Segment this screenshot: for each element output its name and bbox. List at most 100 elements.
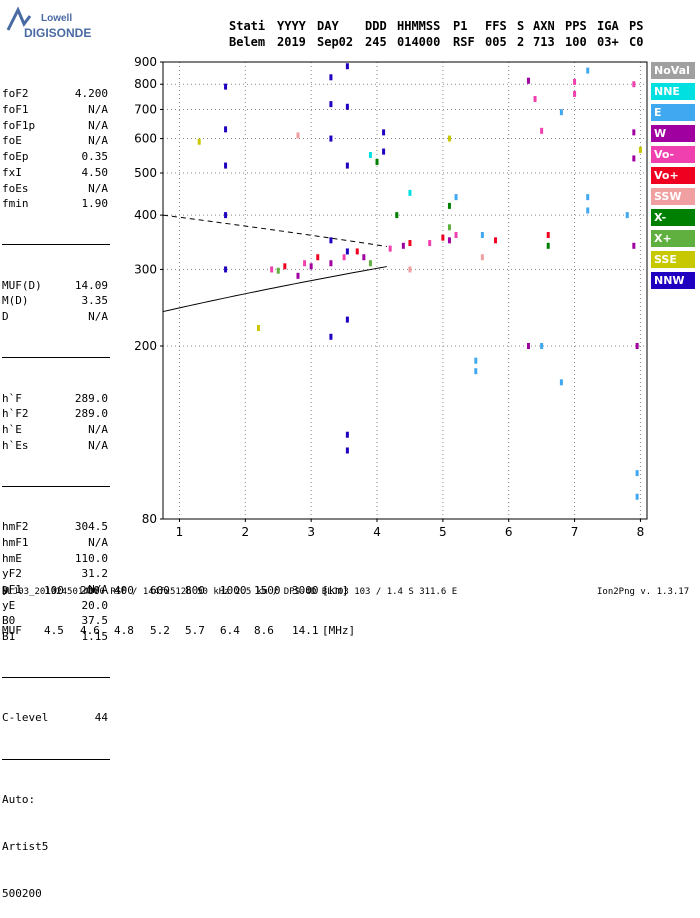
param-value: 1.90 xyxy=(81,197,109,211)
legend-item: W xyxy=(651,125,695,142)
header-value: 2019 xyxy=(277,35,306,49)
header-value: 2 xyxy=(517,35,525,49)
trace-point-e xyxy=(474,368,478,375)
trace-point-x- xyxy=(395,212,399,219)
table-cell: [km] xyxy=(322,584,349,597)
param-row: h`E N/A xyxy=(2,422,108,438)
param-name: hmF2 xyxy=(2,520,29,534)
param-row: foEp 0.35 xyxy=(2,149,108,165)
trace-point-e xyxy=(559,379,563,386)
param-row: MUF(D) 14.09 xyxy=(2,278,108,294)
param-row: foF1 N/A xyxy=(2,102,108,118)
logo-brand: Lowell xyxy=(41,13,73,24)
param-value: N/A xyxy=(88,134,108,148)
trace-point-vo- xyxy=(388,245,392,252)
auto-version: 500200 xyxy=(2,887,42,901)
table-cell: [MHz] xyxy=(322,624,356,637)
param-name: hmE xyxy=(2,551,22,565)
divider xyxy=(2,244,110,246)
trace-point-nnw xyxy=(345,63,349,70)
row-label: D xyxy=(2,584,9,597)
y-tick-label: 300 xyxy=(134,262,157,276)
table-cell: 4.8 xyxy=(114,624,134,637)
param-value: 14.09 xyxy=(74,278,108,292)
program-version: Ion2Png v. 1.3.17 xyxy=(597,587,690,597)
trace-point-sse xyxy=(197,138,201,145)
param-name: fmin xyxy=(2,197,29,211)
trace-point-e xyxy=(454,194,458,201)
param-name: h`E xyxy=(2,422,22,436)
y-tick-label: 900 xyxy=(134,55,157,69)
param-value: 3.35 xyxy=(81,294,109,308)
header-label: Stati xyxy=(229,19,266,33)
trace-point-x- xyxy=(447,202,451,209)
param-value: N/A xyxy=(88,103,108,117)
trace-point-w xyxy=(632,242,636,249)
header-label: P1 xyxy=(453,19,468,33)
trace-point-vo+ xyxy=(441,234,445,241)
param-value: 0.35 xyxy=(81,150,109,164)
table-cell: 4.5 xyxy=(44,624,64,637)
param-value: 4.200 xyxy=(74,87,108,101)
param-value: N/A xyxy=(88,438,108,452)
x-tick-label: 1 xyxy=(176,525,184,539)
header-value: Belem xyxy=(229,35,266,49)
trace-point-w xyxy=(296,272,300,279)
x-tick-label: 7 xyxy=(571,525,579,539)
table-cell: 5.7 xyxy=(185,624,205,637)
param-name: M(D) xyxy=(2,294,29,308)
trace-point-nnw xyxy=(329,237,333,244)
divider xyxy=(2,677,110,679)
trace-point-w xyxy=(632,155,636,162)
trace-point-nnw xyxy=(224,266,228,273)
trace-point-e xyxy=(635,493,639,500)
header-value: C0 xyxy=(629,35,644,49)
trace-point-e xyxy=(540,342,544,349)
row-label: MUF xyxy=(2,624,22,637)
trace-point-nnw xyxy=(329,101,333,108)
legend-item: NNW xyxy=(651,272,695,289)
trace-point-nnw xyxy=(224,212,228,219)
trace-point-ssw xyxy=(296,132,300,139)
table-cell: 200 xyxy=(80,584,100,597)
trace-point-vo- xyxy=(454,232,458,239)
header-value: 100 xyxy=(565,35,587,49)
header-value: RSF xyxy=(453,35,475,49)
param-name: fxI xyxy=(2,165,22,179)
auto-artist: Artist5 xyxy=(2,840,49,854)
file-info-footer: BLJ03_2019245014000.RSF / 144fx512h 50 k… xyxy=(2,587,458,597)
muf-row: MUF 4.5 4.6 4.8 5.2 5.7 6.4 8.6 14.1 [MHz] xyxy=(2,624,355,638)
param-name: h`F2 xyxy=(2,407,29,421)
param-name: hmF1 xyxy=(2,535,29,549)
trace-point-nnw xyxy=(345,316,349,323)
header-label: PPS xyxy=(565,19,587,33)
param-value: 289.0 xyxy=(74,391,108,405)
trace-point-w xyxy=(329,260,333,267)
table-cell: 3000 xyxy=(292,584,319,597)
auto-label-row: Auto: xyxy=(2,792,108,808)
trace-point-nnw xyxy=(345,447,349,454)
trace-point-nnw xyxy=(224,83,228,90)
param-name: D xyxy=(2,310,9,324)
param-row: foE N/A xyxy=(2,133,108,149)
trace-point-sse xyxy=(447,135,451,142)
header-value: 014000 xyxy=(397,35,441,49)
trace-point-x+ xyxy=(276,267,280,274)
table-cell: 800 xyxy=(185,584,205,597)
legend-item: X+ xyxy=(651,230,695,247)
table-cell: 5.2 xyxy=(150,624,170,637)
trace-point-nne xyxy=(368,151,372,158)
trace-point-w xyxy=(309,263,313,270)
auto-version-row: 500200 xyxy=(2,886,108,902)
trace-point-x- xyxy=(546,242,550,249)
trace-point-nnw xyxy=(329,333,333,340)
divider xyxy=(2,357,110,359)
param-row: h`F 289.0 xyxy=(2,391,108,407)
legend-item: SSW xyxy=(651,188,695,205)
legend-item: X- xyxy=(651,209,695,226)
trace-point-nnw xyxy=(382,129,386,136)
trace-point-e xyxy=(586,67,590,74)
header-value: Sep02 xyxy=(317,35,354,49)
param-row: D N/A xyxy=(2,309,108,325)
param-row: hmF1 N/A xyxy=(2,535,108,551)
